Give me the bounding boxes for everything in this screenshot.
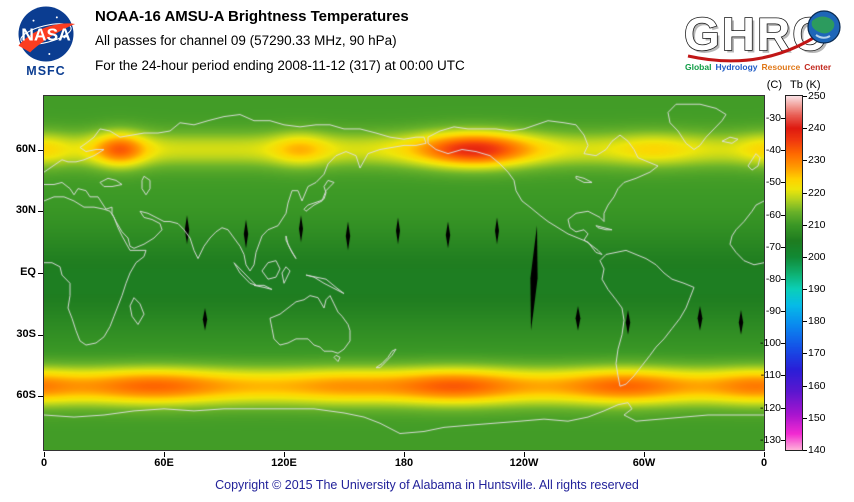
celsius-tick-mark xyxy=(781,182,785,184)
lon-tick-label: 0 xyxy=(40,457,48,469)
kelvin-tick-label: 220 xyxy=(808,186,826,199)
lat-tick-label: EQ xyxy=(20,266,36,278)
celsius-tick-mark xyxy=(781,407,785,409)
lon-tick-mark xyxy=(764,452,765,457)
ghrc-logo: GHRC GHRC Global Hydrology Resource Center xyxy=(682,4,850,78)
subtitle-channel: All passes for channel 09 (57290.33 MHz,… xyxy=(95,33,397,48)
page-title: NOAA-16 AMSU-A Brightness Temperatures xyxy=(95,8,409,25)
nasa-logo: NASA xyxy=(8,4,84,64)
celsius-tick-label: -40 xyxy=(765,144,781,157)
ghrc-subtitle: Global Hydrology Resource Center xyxy=(685,62,832,72)
kelvin-tick-label: 180 xyxy=(808,315,826,328)
lat-tick-mark xyxy=(38,273,43,274)
lon-tick-label: 0 xyxy=(760,457,768,469)
lat-tick-mark xyxy=(38,334,43,336)
celsius-tick-mark xyxy=(781,375,785,377)
lon-tick-label: 60W xyxy=(632,457,656,469)
lon-tick-mark xyxy=(524,452,525,457)
nasa-wordmark: NASA xyxy=(21,25,71,45)
lat-tick-label: 60S xyxy=(16,389,36,402)
lat-tick-label: 30N xyxy=(15,204,36,217)
ghrc-acronym-text: GHRC xyxy=(684,8,827,60)
lon-tick-mark xyxy=(404,452,405,457)
celsius-tick-label: -120 xyxy=(759,401,781,414)
celsius-tick-label: -90 xyxy=(765,305,781,318)
msfc-label: MSFC xyxy=(26,64,66,78)
lon-tick-mark xyxy=(164,452,165,457)
copyright-text: Copyright © 2015 The University of Alaba… xyxy=(215,478,639,492)
celsius-tick-mark xyxy=(781,311,785,313)
kelvin-tick-label: 250 xyxy=(808,90,826,102)
celsius-tick-mark xyxy=(781,150,785,152)
colorbar-kelvin-header: Tb (K) xyxy=(790,79,821,91)
lon-tick-label: 120E xyxy=(271,457,297,469)
colorbar-celsius-header: (C) xyxy=(766,79,782,91)
kelvin-tick-mark xyxy=(803,96,807,97)
lat-tick-label: 60N xyxy=(15,142,36,155)
kelvin-tick-label: 190 xyxy=(808,283,826,296)
lat-tick-mark xyxy=(38,211,43,213)
kelvin-tick-label: 210 xyxy=(808,218,826,231)
celsius-tick-label: -30 xyxy=(765,112,781,125)
kelvin-tick-mark xyxy=(803,289,807,291)
celsius-tick-label: -60 xyxy=(765,208,781,221)
lon-tick-label: 60E xyxy=(154,457,174,469)
lon-tick-mark xyxy=(44,452,45,457)
kelvin-tick-label: 200 xyxy=(808,250,826,263)
kelvin-tick-mark xyxy=(803,385,807,387)
celsius-tick-mark xyxy=(781,214,785,216)
celsius-tick-label: -80 xyxy=(765,272,781,285)
kelvin-tick-mark xyxy=(803,256,807,258)
kelvin-tick-label: 170 xyxy=(808,347,826,360)
ghrc-acronym-shadow: GHRC xyxy=(687,11,830,63)
kelvin-tick-mark xyxy=(803,353,807,355)
celsius-tick-mark xyxy=(781,278,785,280)
kelvin-tick-mark xyxy=(803,450,807,451)
lat-tick-mark xyxy=(38,149,43,151)
celsius-tick-mark xyxy=(781,439,785,441)
lat-tick-mark xyxy=(38,396,43,398)
celsius-tick-mark xyxy=(781,246,785,248)
celsius-tick-label: -70 xyxy=(765,240,781,253)
kelvin-tick-mark xyxy=(803,128,807,130)
subtitle-period: For the 24-hour period ending 2008-11-12… xyxy=(95,58,465,73)
nasa-logo-icon: NASA xyxy=(18,6,76,62)
lon-tick-label: 180 xyxy=(394,457,414,469)
colorbar-canvas xyxy=(786,96,802,450)
kelvin-tick-mark xyxy=(803,417,807,419)
kelvin-tick-mark xyxy=(803,160,807,162)
celsius-tick-mark xyxy=(781,343,785,345)
lat-tick-label: 30S xyxy=(16,327,36,340)
kelvin-tick-label: 140 xyxy=(808,444,826,456)
lon-tick-mark xyxy=(644,452,645,457)
kelvin-tick-label: 150 xyxy=(808,411,826,424)
lon-tick-mark xyxy=(284,452,285,457)
map-canvas xyxy=(44,96,764,450)
celsius-tick-label: -50 xyxy=(765,176,781,189)
kelvin-tick-label: 160 xyxy=(808,379,826,392)
celsius-tick-label: -110 xyxy=(760,369,781,382)
celsius-tick-mark xyxy=(781,118,785,120)
kelvin-tick-mark xyxy=(803,192,807,194)
kelvin-tick-label: 230 xyxy=(808,154,826,167)
lon-tick-label: 120W xyxy=(509,457,539,469)
kelvin-tick-label: 240 xyxy=(808,122,826,135)
ghrc-logo-icon: GHRC GHRC Global Hydrology Resource Center xyxy=(683,7,841,72)
celsius-tick-label: -100 xyxy=(759,337,781,350)
kelvin-tick-mark xyxy=(803,224,807,226)
ghrc-globe-icon xyxy=(807,10,841,44)
celsius-tick-label: -130 xyxy=(759,433,781,446)
kelvin-tick-mark xyxy=(803,321,807,323)
